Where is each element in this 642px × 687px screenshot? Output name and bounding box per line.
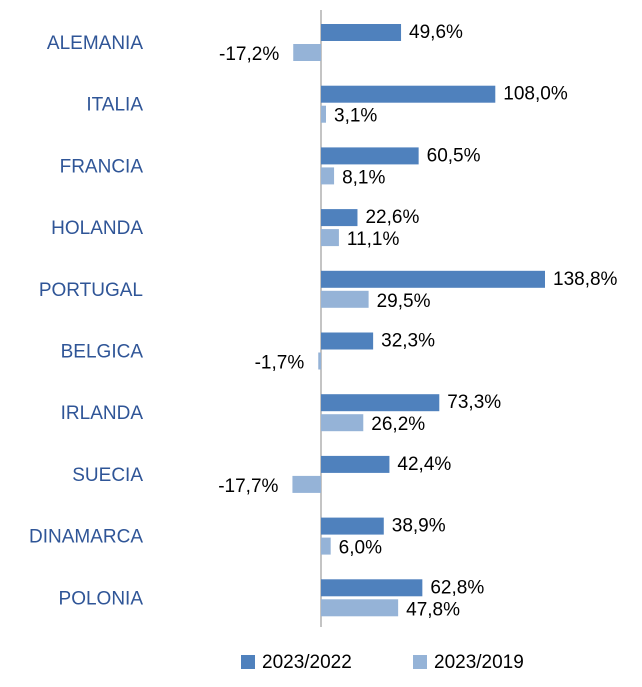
bar <box>321 579 423 597</box>
value-label: 138,8% <box>553 269 618 290</box>
value-label: 47,8% <box>406 599 460 620</box>
bar <box>321 599 399 617</box>
category-label: FRANCIA <box>60 156 144 177</box>
category-label: HOLANDA <box>51 218 143 239</box>
category-label: BELGICA <box>61 342 144 363</box>
value-label: 108,0% <box>503 84 568 105</box>
value-label: 73,3% <box>447 392 501 413</box>
value-label: 3,1% <box>334 106 377 127</box>
value-label: 49,6% <box>409 22 463 43</box>
category-label: POLONIA <box>59 588 144 609</box>
category-label: ALEMANIA <box>47 33 143 54</box>
bar <box>321 414 364 432</box>
bar <box>321 290 369 308</box>
bar <box>318 352 321 370</box>
category-label: ITALIA <box>86 95 143 116</box>
category-label: IRLANDA <box>61 403 144 424</box>
bar <box>321 394 440 412</box>
value-label: -1,7% <box>255 353 305 374</box>
bar <box>321 24 402 41</box>
bar <box>321 270 545 288</box>
value-label: -17,2% <box>219 44 279 65</box>
value-label: 42,4% <box>397 454 451 475</box>
value-label: 60,5% <box>427 145 481 166</box>
legend-label: 2023/2022 <box>262 652 352 673</box>
bar <box>321 537 331 555</box>
bar <box>321 167 335 185</box>
legend-label: 2023/2019 <box>434 652 524 673</box>
category-label: SUECIA <box>72 465 143 486</box>
value-label: 22,6% <box>365 207 419 228</box>
value-label: -17,7% <box>218 476 278 497</box>
bar <box>321 517 384 535</box>
bar <box>321 209 358 227</box>
legend-swatch <box>413 655 427 669</box>
value-label: 11,1% <box>347 229 400 250</box>
value-label: 38,9% <box>392 516 446 537</box>
bar <box>321 332 374 350</box>
category-label: PORTUGAL <box>39 280 143 301</box>
value-label: 32,3% <box>381 331 435 352</box>
value-label: 8,1% <box>342 167 385 188</box>
bar <box>292 475 321 493</box>
value-label: 26,2% <box>371 414 425 435</box>
bar <box>321 229 339 247</box>
bar <box>321 147 419 165</box>
value-label: 6,0% <box>339 538 382 559</box>
bar <box>321 105 327 123</box>
value-label: 62,8% <box>430 577 484 598</box>
bar <box>321 85 496 103</box>
bar <box>321 455 390 473</box>
category-label: DINAMARCA <box>29 527 143 548</box>
value-label: 29,5% <box>377 291 431 312</box>
bar <box>293 44 321 61</box>
legend-swatch <box>241 655 255 669</box>
